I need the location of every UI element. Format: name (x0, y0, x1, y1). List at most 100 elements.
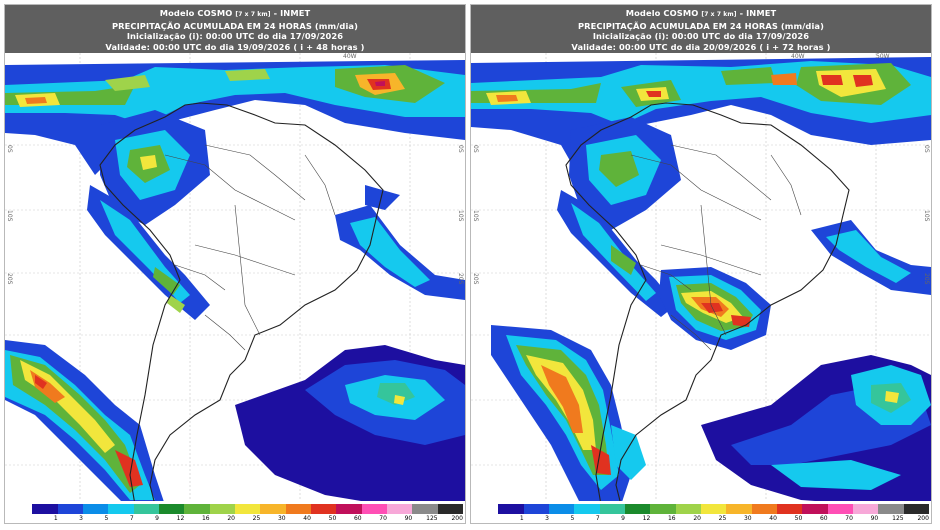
legend-swatch (700, 504, 727, 514)
legend-swatch (726, 504, 752, 514)
legend-swatch (498, 504, 524, 514)
legend-swatch (310, 504, 337, 514)
valid-time: Validade: 00:00 UTC do dia 19/09/2026 ( … (105, 41, 365, 52)
legend-tick-label: 60 (819, 515, 828, 522)
legend-swatch (574, 504, 600, 514)
lat-label: 10S (457, 210, 464, 222)
legend-swatch (260, 504, 286, 514)
init-time: Inicialização (i): 00:00 UTC do dia 17/0… (592, 31, 810, 41)
lat-label: 20S (923, 273, 930, 285)
legend-tick-label: 200 (917, 515, 929, 522)
map-header-48h: Modelo COSMO [7 x 7 km] - INMET PRECIPIT… (5, 5, 465, 53)
legend-tick-label: 12 (642, 515, 651, 522)
lat-label: 0S (6, 145, 13, 153)
model-resolution: [7 x 7 km] (701, 11, 737, 18)
legend-swatch (624, 504, 651, 514)
legend-tick-label: 40 (303, 515, 311, 522)
legend-swatch (108, 504, 134, 514)
lon-label: 40W (791, 53, 805, 60)
legend-swatch (548, 504, 575, 514)
legend-tick-label: 7 (595, 515, 600, 522)
legend-tick-label: 50 (328, 515, 337, 522)
valid-time: Validade: 00:00 UTC do dia 20/09/2026 ( … (571, 41, 831, 52)
lat-label: 0S (457, 145, 464, 153)
model-resolution: [7 x 7 km] (235, 11, 271, 18)
legend-tick-label: 7 (129, 515, 134, 522)
legend-tick-label: 3 (79, 515, 83, 522)
lat-label: 20S (457, 273, 464, 285)
legend-tick-label: 125 (892, 515, 904, 522)
legend-swatch (361, 504, 387, 514)
legend-swatch (7, 504, 33, 514)
precip-map-panel-72h: Modelo COSMO [7 x 7 km] - INMET PRECIPIT… (470, 4, 932, 524)
map-title: PRECIPITAÇÃO ACUMULADA EM 24 HORAS (mm/d… (577, 20, 825, 31)
legend-swatch (234, 504, 261, 514)
legend-tick-label: 50 (794, 515, 803, 522)
legend-swatch (133, 504, 159, 514)
legend-swatch (437, 504, 463, 514)
legend-swatch (523, 504, 549, 514)
legend-tick-label: 3 (545, 515, 549, 522)
lon-label: 50W (876, 53, 890, 60)
legend-tick-label: 1 (53, 515, 58, 522)
precip-map-48h (5, 5, 465, 523)
legend-swatch (57, 504, 83, 514)
legend-tick-label: 20 (227, 515, 235, 522)
model-name: Modelo COSMO (159, 8, 233, 18)
lat-label: 10S (923, 210, 930, 222)
legend-ticks: 1 3 5 7 9 12 16 20 25 30 40 50 60 70 90 125 200 (7, 515, 463, 523)
legend-swatch (650, 504, 676, 514)
legend-tick-label: 30 (277, 515, 286, 522)
legend-tick-label: 9 (155, 515, 159, 522)
legend-swatch (878, 504, 904, 514)
legend-tick-label: 70 (379, 515, 387, 522)
legend-tick-label: 40 (769, 515, 777, 522)
model-institute: - INMET (739, 8, 777, 18)
precip-color-legend: 1 3 5 7 9 12 16 20 25 30 40 50 60 70 90 125 200 (471, 501, 931, 523)
lat-label: 10S (472, 210, 479, 222)
legend-tick-spacer (7, 515, 32, 523)
lat-label: 20S (6, 273, 13, 285)
legend-ticks: 1 3 5 7 9 12 16 20 25 30 40 50 60 70 90 125 200 (473, 515, 929, 523)
legend-tick-label: 90 (404, 515, 413, 522)
legend-tick-label: 16 (201, 515, 210, 522)
legend-tick-label: 9 (621, 515, 625, 522)
legend-swatch (412, 504, 438, 514)
legend-swatch (184, 504, 210, 514)
legend-tick-label: 30 (743, 515, 752, 522)
legend-swatch (285, 504, 311, 514)
legend-tick-label: 70 (845, 515, 853, 522)
legend-swatch (32, 504, 58, 514)
legend-swatch (827, 504, 853, 514)
legend-tick-label: 1 (519, 515, 524, 522)
legend-tick-label: 12 (176, 515, 185, 522)
legend-swatch (852, 504, 879, 514)
map-title: PRECIPITAÇÃO ACUMULADA EM 24 HORAS (mm/d… (111, 20, 359, 31)
legend-swatch (209, 504, 235, 514)
lat-label: 0S (472, 145, 479, 153)
legend-swatch (751, 504, 777, 514)
map-header-72h: Modelo COSMO [7 x 7 km] - INMET PRECIPIT… (471, 5, 931, 53)
legend-swatch (675, 504, 701, 514)
precip-map-72h (471, 5, 931, 523)
legend-swatch (386, 504, 413, 514)
legend-swatch (158, 504, 185, 514)
legend-tick-label: 25 (718, 515, 727, 522)
lat-label: 10S (6, 210, 13, 222)
lat-label: 20S (472, 273, 479, 285)
model-institute: - INMET (273, 8, 311, 18)
precip-color-legend: 1 3 5 7 9 12 16 20 25 30 40 50 60 70 90 125 200 (5, 501, 465, 523)
legend-tick-label: 5 (570, 515, 575, 522)
legend-swatch (903, 504, 929, 514)
legend-color-bar (7, 504, 463, 514)
legend-tick-spacer (473, 515, 498, 523)
legend-tick-label: 25 (252, 515, 261, 522)
legend-tick-label: 20 (693, 515, 701, 522)
legend-tick-label: 5 (104, 515, 109, 522)
model-name: Modelo COSMO (625, 8, 699, 18)
legend-tick-label: 200 (451, 515, 463, 522)
legend-swatch (82, 504, 109, 514)
legend-swatch (802, 504, 828, 514)
lon-label: 40W (343, 53, 357, 60)
precip-map-panel-48h: Modelo COSMO [7 x 7 km] - INMET PRECIPIT… (4, 4, 466, 524)
